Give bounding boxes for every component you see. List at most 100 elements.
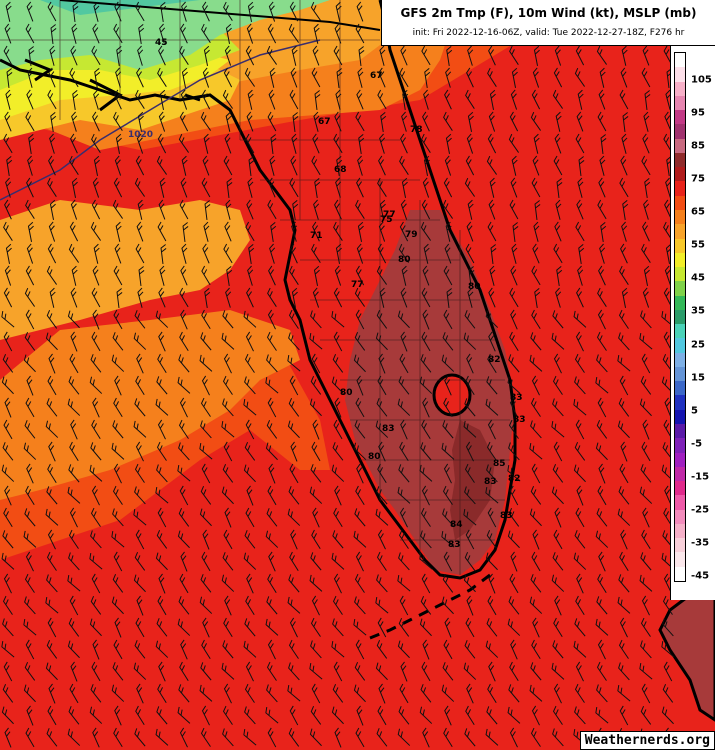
- wind-barb: [112, 662, 124, 681]
- wind-barb: [464, 177, 475, 197]
- wind-barb: [553, 243, 563, 264]
- scale-swatch: [675, 395, 685, 411]
- wind-barb: [287, 596, 301, 614]
- wind-barb: [23, 684, 36, 703]
- wind-barb: [574, 441, 586, 461]
- scale-swatch: [675, 124, 685, 140]
- wind-barb: [420, 354, 432, 373]
- wind-barb: [92, 111, 100, 132]
- wind-barb: [134, 728, 146, 747]
- wind-barb: [444, 375, 452, 396]
- wind-barb: [267, 727, 277, 748]
- wind-barb: [463, 509, 477, 526]
- wind-barb: [221, 574, 235, 592]
- wind-barb: [246, 573, 254, 594]
- wind-barb: [116, 45, 123, 66]
- scale-swatch: [675, 509, 685, 525]
- wind-barb: [181, 1, 188, 22]
- wind-barb: [310, 552, 322, 571]
- wind-barb: [67, 640, 80, 659]
- wind-barb: [179, 661, 189, 682]
- wind-barb: [92, 23, 100, 44]
- wind-barb: [356, 1, 364, 22]
- wind-barb: [444, 89, 452, 110]
- wind-barb: [91, 287, 101, 308]
- wind-barb: [618, 486, 630, 505]
- wind-barb: [487, 221, 497, 242]
- wind-barb: [114, 155, 122, 176]
- wind-barb: [575, 133, 585, 154]
- wind-barb: [247, 265, 254, 286]
- wind-barb: [135, 243, 145, 264]
- wind-barb: [179, 397, 188, 418]
- wind-barb: [160, 244, 167, 265]
- wind-barb: [531, 463, 541, 484]
- scale-swatch: [675, 552, 685, 568]
- wind-barb: [289, 705, 299, 726]
- scale-swatch: [675, 352, 685, 368]
- wind-barb: [331, 311, 345, 328]
- wind-barb: [67, 398, 81, 416]
- wind-barb: [179, 485, 189, 506]
- wind-barb: [466, 595, 474, 616]
- wind-barb: [533, 133, 540, 154]
- wind-barb: [511, 243, 518, 264]
- scale-swatch: [675, 566, 685, 582]
- wind-barb: [662, 683, 674, 703]
- wind-barb: [356, 463, 364, 484]
- wind-barb: [552, 398, 564, 417]
- wind-barb: [530, 485, 542, 505]
- wind-barb: [91, 199, 101, 220]
- wind-barb: [552, 89, 563, 109]
- wind-barb: [48, 67, 56, 88]
- wind-barb: [556, 178, 563, 199]
- wind-barb: [199, 508, 212, 527]
- wind-barb: [618, 662, 630, 681]
- wind-barb: [158, 111, 166, 132]
- wind-barb: [45, 662, 58, 681]
- wind-barb: [509, 727, 518, 748]
- wind-barb: [333, 133, 343, 154]
- wind-barb: [577, 89, 584, 110]
- wind-barb: [91, 331, 101, 352]
- wind-barb: [642, 507, 650, 528]
- wind-barb: [5, 89, 12, 110]
- scale-swatch: [675, 152, 685, 168]
- wind-barb: [222, 728, 234, 747]
- wind-barb: [598, 89, 606, 110]
- wind-barb: [23, 530, 37, 548]
- wind-barb: [597, 485, 607, 506]
- wind-barb: [178, 596, 190, 615]
- wind-barb: [289, 177, 299, 198]
- wind-barb: [441, 684, 455, 702]
- wind-barb: [423, 89, 430, 110]
- wind-barb: [156, 529, 168, 549]
- cuba-coast: [658, 583, 715, 722]
- wind-barb: [376, 551, 387, 571]
- wind-barb: [201, 89, 211, 110]
- wind-barb: [509, 397, 518, 418]
- wind-barb: [663, 419, 673, 440]
- wind-barb: [159, 89, 166, 110]
- wind-barb: [311, 353, 321, 374]
- temperature-label: 82: [488, 355, 501, 365]
- wind-barb: [598, 463, 606, 484]
- temperature-label: 75: [380, 215, 393, 225]
- wind-barb: [312, 221, 320, 242]
- wind-barb: [507, 465, 521, 482]
- wind-barb: [134, 551, 146, 571]
- wind-barb: [133, 420, 147, 438]
- wind-barb: [600, 221, 607, 242]
- wind-barb: [93, 243, 100, 264]
- wind-barb: [508, 442, 520, 461]
- wind-barb: [200, 727, 211, 747]
- wind-barb: [224, 221, 232, 242]
- wind-barb: [69, 353, 79, 374]
- wind-barb: [177, 618, 191, 636]
- wind-barb: [663, 45, 673, 66]
- wind-barb: [90, 442, 102, 461]
- wind-barb: [575, 419, 585, 440]
- wind-barb: [486, 155, 497, 175]
- wind-barb: [68, 464, 80, 483]
- wind-barb: [91, 573, 101, 594]
